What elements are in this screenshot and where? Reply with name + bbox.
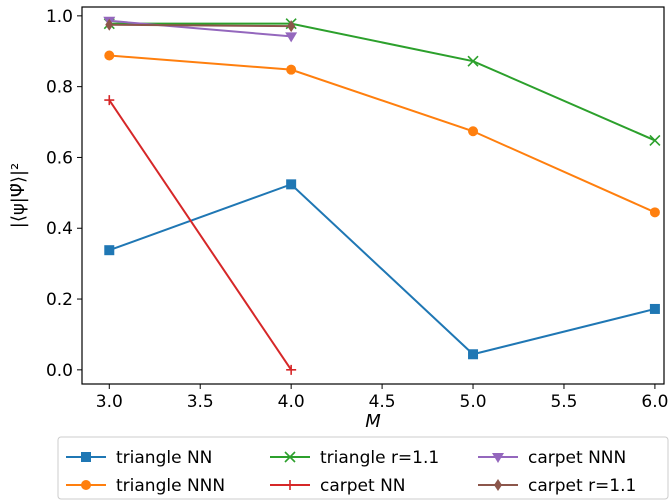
data-point (468, 126, 479, 137)
legend-item: carpet NN (270, 476, 406, 496)
legend-label: triangle NNN (116, 476, 225, 496)
data-point (467, 55, 479, 67)
data-point (286, 364, 297, 375)
data-point (649, 207, 660, 218)
legend-marker (81, 480, 91, 490)
series-triangle-nn (104, 179, 660, 360)
data-point (104, 245, 115, 256)
x-tick-label: 6.0 (641, 392, 668, 412)
data-point (468, 349, 479, 360)
series-carpet-nnn (103, 16, 298, 43)
legend-label: triangle r=1.1 (320, 448, 439, 468)
legend-marker (284, 451, 296, 463)
legend-item: carpet NNN (478, 448, 626, 468)
legend-marker (494, 479, 502, 491)
legend-item: triangle NNN (66, 476, 225, 496)
x-tick-label: 5.0 (460, 392, 487, 412)
series-carpet-nn (104, 95, 297, 375)
data-point (286, 179, 297, 190)
series-line (109, 23, 292, 28)
y-axis-label: |⟨ψ|Ψ̃⟩|² (8, 163, 29, 229)
series-line (108, 183, 656, 356)
data-point (104, 95, 115, 106)
y-tick-label: 0.0 (46, 361, 73, 381)
series-line (108, 99, 292, 371)
data-point (104, 50, 115, 61)
x-tick-label: 5.5 (550, 392, 577, 412)
data-point (285, 32, 298, 43)
x-tick-label: 3.0 (96, 392, 123, 412)
legend-marker (492, 453, 504, 463)
legend-marker (81, 452, 91, 462)
series-line (109, 54, 656, 214)
y-tick-label: 0.8 (46, 78, 73, 98)
data-point (649, 303, 660, 314)
axis-ticks: 3.0 3.5 4.0 4.5 5.0 5.5 6.0 0.0 0.2 0.4 0.6 0.8 1.0 (46, 7, 668, 412)
series-triangle-r-1-1 (103, 18, 661, 147)
y-tick-label: 0.4 (46, 219, 73, 239)
data-point (105, 18, 114, 31)
plot-area (103, 16, 661, 375)
series-line (109, 19, 292, 38)
x-tick-label: 4.5 (369, 392, 396, 412)
legend-item: triangle r=1.1 (270, 448, 439, 468)
data-point (287, 20, 296, 33)
legend-label: carpet r=1.1 (528, 476, 636, 496)
series-line (109, 22, 656, 142)
y-tick-label: 0.6 (46, 148, 73, 168)
legend-marker (285, 480, 295, 490)
x-tick-label: 3.5 (187, 392, 214, 412)
legend-label: carpet NNN (528, 448, 626, 468)
legend-label: triangle NN (116, 448, 212, 468)
legend: triangle NN triangle NNN triangle r=1.1 car… (57, 436, 669, 500)
x-axis-label: M (365, 411, 381, 432)
legend-item: carpet r=1.1 (478, 476, 636, 496)
x-tick-label: 4.0 (278, 392, 305, 412)
series-triangle-nnn (104, 50, 660, 218)
data-point (649, 134, 661, 147)
plot-frame (81, 6, 665, 385)
legend-item: triangle NN (66, 448, 212, 468)
legend-box (57, 436, 669, 500)
legend-label: carpet NN (320, 476, 406, 496)
series-carpet-r-1-1 (105, 18, 296, 33)
y-tick-label: 0.2 (46, 290, 73, 310)
data-point (286, 64, 297, 75)
y-tick-label: 1.0 (46, 7, 73, 27)
